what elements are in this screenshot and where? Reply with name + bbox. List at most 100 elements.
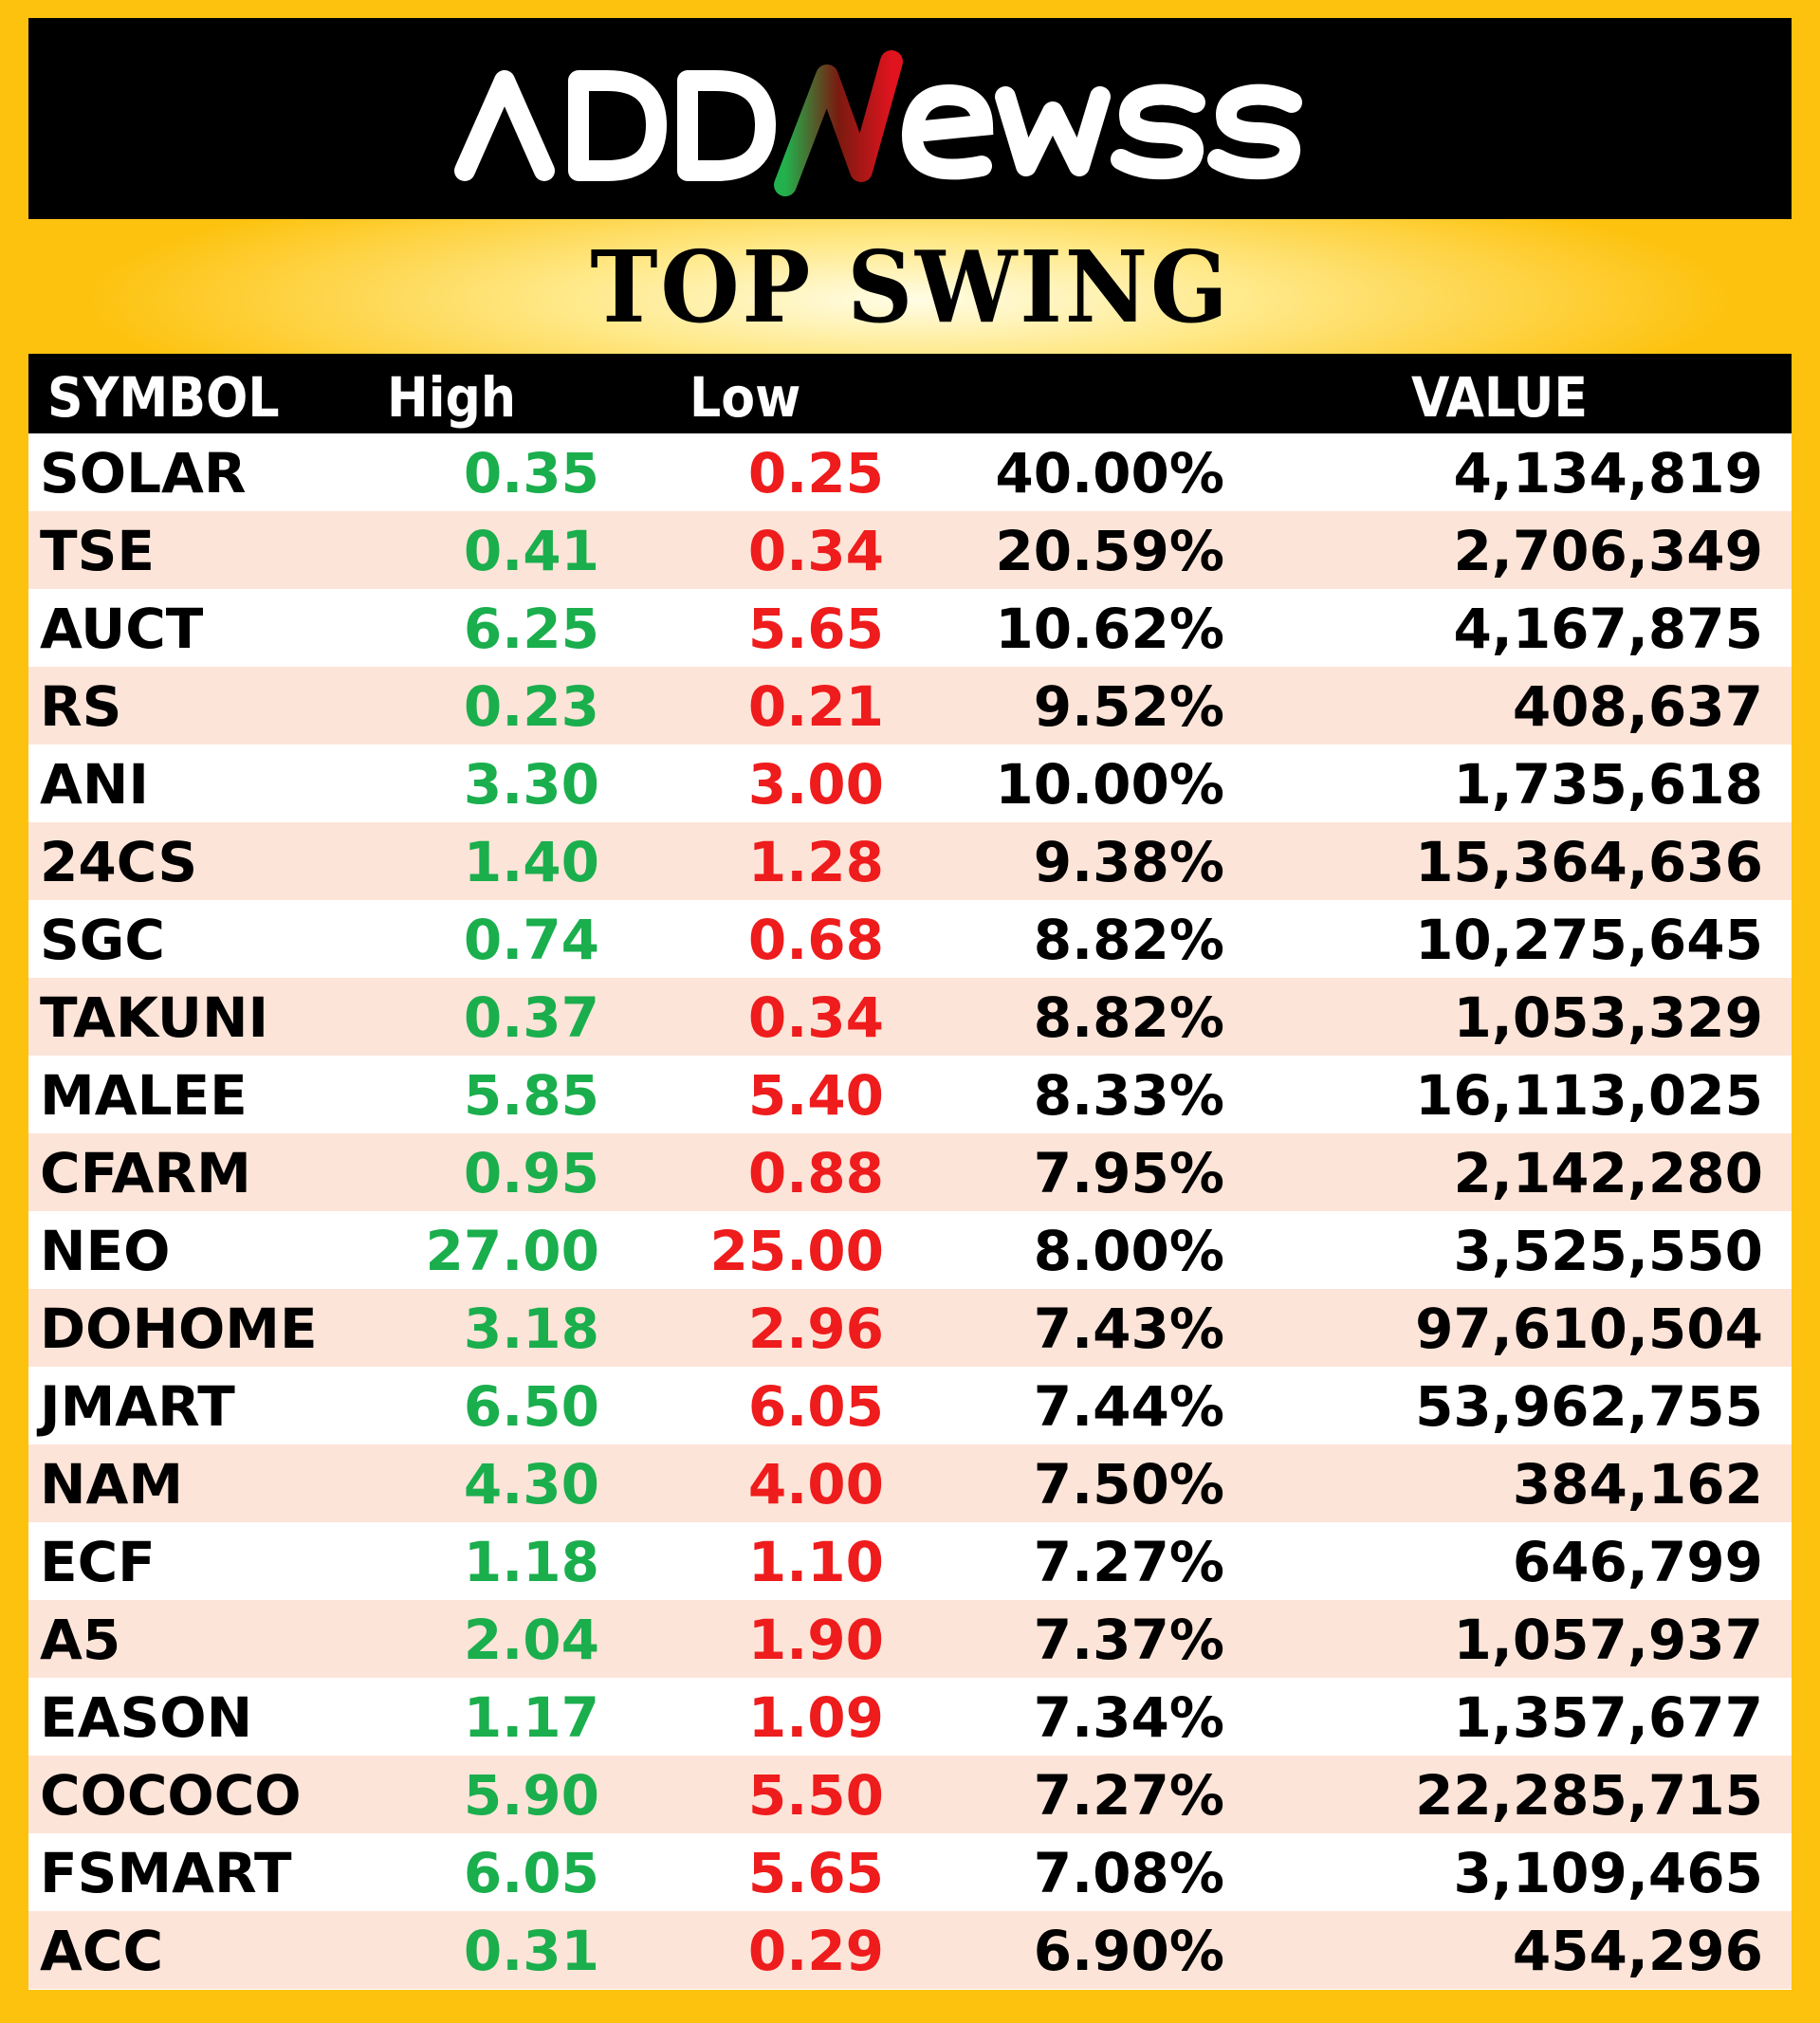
row-high: 3.30 (463, 752, 599, 817)
row-change: 8.82% (1033, 985, 1224, 1050)
row-change: 7.08% (1033, 1841, 1224, 1905)
row-low: 0.34 (747, 519, 884, 583)
row-value: 10,275,645 (1415, 908, 1763, 972)
row-low: 0.88 (747, 1141, 884, 1205)
table-row: CFARM 0.95 0.88 7.95% 2,142,280 (28, 1133, 1792, 1211)
row-value: 3,109,465 (1453, 1841, 1763, 1905)
row-low: 0.29 (747, 1919, 884, 1983)
row-symbol: NAM (40, 1452, 184, 1517)
table-row: EASON 1.17 1.09 7.34% 1,357,677 (28, 1678, 1792, 1756)
row-value: 15,364,636 (1415, 830, 1763, 894)
row-symbol: DOHOME (40, 1297, 318, 1361)
table-row: FSMART 6.05 5.65 7.08% 3,109,465 (28, 1833, 1792, 1911)
row-high: 5.85 (463, 1063, 599, 1128)
table-row: ECF 1.18 1.10 7.27% 646,799 (28, 1522, 1792, 1600)
row-high: 0.41 (463, 519, 599, 583)
row-symbol: TSE (40, 519, 155, 583)
swing-table: SYMBOL High Low VALUE SOLAR 0.35 0.25 40.00… (28, 354, 1792, 1989)
row-symbol: SOLAR (40, 441, 247, 506)
row-value: 1,053,329 (1453, 985, 1763, 1050)
row-high: 6.25 (463, 597, 599, 661)
row-change: 7.34% (1033, 1685, 1224, 1750)
table-row: ACC 0.31 0.29 6.90% 454,296 (28, 1911, 1792, 1989)
row-low: 1.10 (747, 1530, 884, 1594)
row-change: 7.27% (1033, 1530, 1224, 1594)
addnewss-logo (453, 50, 1302, 196)
row-symbol: ECF (40, 1530, 156, 1594)
row-high: 0.37 (463, 985, 599, 1050)
row-high: 0.74 (463, 908, 599, 972)
row-high: 27.00 (425, 1219, 599, 1283)
row-low: 5.40 (747, 1063, 884, 1128)
row-change: 6.90% (1033, 1919, 1224, 1983)
row-low: 2.96 (747, 1297, 884, 1361)
row-high: 2.04 (463, 1608, 599, 1672)
table-row: RS 0.23 0.21 9.52% 408,637 (28, 667, 1792, 745)
header-value: VALUE (1411, 365, 1589, 430)
table-row: MALEE 5.85 5.40 8.33% 16,113,025 (28, 1056, 1792, 1133)
row-symbol: TAKUNI (40, 985, 269, 1050)
row-value: 16,113,025 (1415, 1063, 1763, 1128)
row-low: 0.25 (747, 441, 884, 506)
row-high: 1.17 (463, 1685, 599, 1750)
row-change: 8.00% (1033, 1219, 1224, 1283)
row-change: 20.59% (995, 519, 1224, 583)
row-low: 0.34 (747, 985, 884, 1050)
row-change: 8.33% (1033, 1063, 1224, 1128)
row-high: 0.23 (463, 674, 599, 739)
row-high: 1.18 (463, 1530, 599, 1594)
row-high: 6.05 (463, 1841, 599, 1905)
row-value: 1,057,937 (1453, 1608, 1763, 1672)
row-symbol: FSMART (40, 1841, 292, 1905)
row-low: 1.28 (747, 830, 884, 894)
row-value: 1,357,677 (1453, 1685, 1763, 1750)
row-change: 10.62% (995, 597, 1224, 661)
row-change: 9.38% (1033, 830, 1224, 894)
table-body: SOLAR 0.35 0.25 40.00% 4,134,819 TSE 0.41 0.34 2… (28, 433, 1792, 1989)
title-band: TOP SWING (28, 219, 1792, 354)
row-low: 3.00 (747, 752, 884, 817)
row-change: 7.43% (1033, 1297, 1224, 1361)
table-row: AUCT 6.25 5.65 10.62% 4,167,875 (28, 589, 1792, 667)
row-value: 22,285,715 (1415, 1763, 1763, 1828)
row-symbol: COCOCO (40, 1763, 302, 1828)
row-change: 40.00% (995, 441, 1224, 506)
row-high: 0.35 (463, 441, 599, 506)
row-change: 9.52% (1033, 674, 1224, 739)
row-change: 7.37% (1033, 1608, 1224, 1672)
row-value: 2,142,280 (1453, 1141, 1763, 1205)
header-symbol: SYMBOL (47, 365, 280, 430)
row-low: 5.65 (747, 597, 884, 661)
row-symbol: JMART (40, 1374, 235, 1439)
row-low: 0.21 (747, 674, 884, 739)
table-row: SOLAR 0.35 0.25 40.00% 4,134,819 (28, 433, 1792, 511)
table-row: NAM 4.30 4.00 7.50% 384,162 (28, 1444, 1792, 1522)
header-high: High (387, 365, 517, 430)
table-row: 24CS 1.40 1.28 9.38% 15,364,636 (28, 822, 1792, 900)
row-high: 0.31 (463, 1919, 599, 1983)
row-symbol: ANI (40, 752, 150, 817)
row-low: 4.00 (747, 1452, 884, 1517)
row-change: 8.82% (1033, 908, 1224, 972)
row-high: 6.50 (463, 1374, 599, 1439)
row-change: 7.44% (1033, 1374, 1224, 1439)
row-symbol: 24CS (40, 830, 198, 894)
table-row: SGC 0.74 0.68 8.82% 10,275,645 (28, 900, 1792, 978)
row-high: 0.95 (463, 1141, 599, 1205)
table-header: SYMBOL High Low VALUE (28, 354, 1792, 433)
page-title: TOP SWING (589, 228, 1231, 345)
row-low: 25.00 (709, 1219, 884, 1283)
row-high: 4.30 (463, 1452, 599, 1517)
row-change: 7.95% (1033, 1141, 1224, 1205)
row-value: 384,162 (1512, 1452, 1763, 1517)
row-low: 5.65 (747, 1841, 884, 1905)
row-high: 1.40 (463, 830, 599, 894)
table-row: COCOCO 5.90 5.50 7.27% 22,285,715 (28, 1756, 1792, 1833)
row-symbol: AUCT (40, 597, 204, 661)
row-value: 97,610,504 (1415, 1297, 1763, 1361)
row-high: 3.18 (463, 1297, 599, 1361)
table-row: NEO 27.00 25.00 8.00% 3,525,550 (28, 1211, 1792, 1289)
row-symbol: NEO (40, 1219, 171, 1283)
row-symbol: EASON (40, 1685, 253, 1750)
row-symbol: A5 (40, 1608, 121, 1672)
